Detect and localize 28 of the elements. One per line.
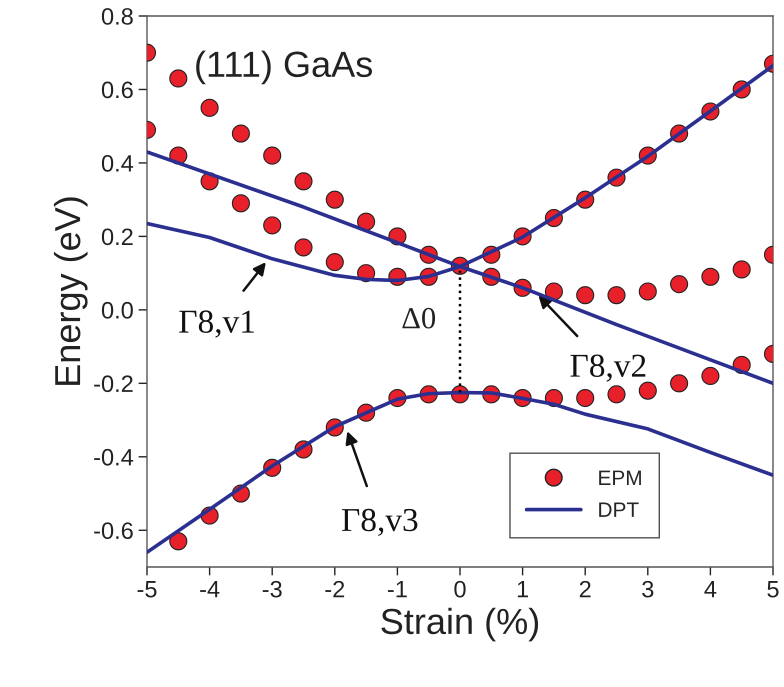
x-tick-label: 2 <box>580 580 591 598</box>
x-tick-label: 0 <box>454 580 466 598</box>
x-tick-label: -3 <box>262 580 282 598</box>
legend-label: DPT <box>599 502 639 517</box>
annotation: (111) GaAs <box>196 50 372 84</box>
x-tick-label: -5 <box>138 581 157 598</box>
y-tick-label: 0.6 <box>102 82 133 98</box>
annotation: Δ0 <box>402 308 436 329</box>
annotation: Γ8,v1 <box>179 310 254 338</box>
annotation: Γ8,v2 <box>570 354 646 382</box>
legend-label: EPM <box>599 470 641 485</box>
y-tick-label: -0.6 <box>94 522 133 540</box>
x-tick-label: 5 <box>767 581 779 598</box>
y-tick-label: -0.4 <box>94 448 134 466</box>
x-tick-label: 3 <box>642 580 654 598</box>
y-tick-label: 0.2 <box>102 228 133 246</box>
y-tick-label: 0.4 <box>102 155 134 172</box>
x-tick-label: -4 <box>200 581 220 598</box>
y-tick-label: 0.0 <box>102 302 133 319</box>
x-tick-label: -1 <box>388 581 407 598</box>
x-tick-label: 4 <box>704 581 716 598</box>
y-axis-title: Energy (eV) <box>54 197 88 385</box>
annotation: Γ8,v3 <box>342 508 418 536</box>
x-axis-title: Strain (%) <box>381 608 538 642</box>
y-tick-label: -0.2 <box>94 375 133 392</box>
x-tick-label: -2 <box>325 580 344 598</box>
y-tick-label: 0.8 <box>102 8 133 25</box>
x-tick-label: 1 <box>518 581 528 598</box>
